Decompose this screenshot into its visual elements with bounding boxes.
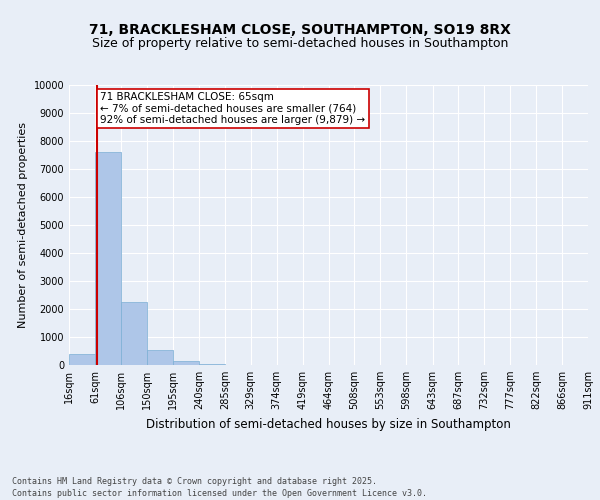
Text: Contains HM Land Registry data © Crown copyright and database right 2025.
Contai: Contains HM Land Registry data © Crown c…	[12, 476, 427, 498]
Bar	[147, 350, 173, 365]
Bar	[173, 362, 199, 365]
Bar	[69, 354, 95, 365]
Y-axis label: Number of semi-detached properties: Number of semi-detached properties	[18, 122, 28, 328]
Text: 71 BRACKLESHAM CLOSE: 65sqm
← 7% of semi-detached houses are smaller (764)
92% o: 71 BRACKLESHAM CLOSE: 65sqm ← 7% of semi…	[100, 92, 365, 125]
Text: 71, BRACKLESHAM CLOSE, SOUTHAMPTON, SO19 8RX: 71, BRACKLESHAM CLOSE, SOUTHAMPTON, SO19…	[89, 22, 511, 36]
Bar	[199, 364, 225, 365]
Bar	[121, 302, 147, 365]
X-axis label: Distribution of semi-detached houses by size in Southampton: Distribution of semi-detached houses by …	[146, 418, 511, 430]
Bar	[95, 152, 121, 365]
Text: Size of property relative to semi-detached houses in Southampton: Size of property relative to semi-detach…	[92, 38, 508, 51]
